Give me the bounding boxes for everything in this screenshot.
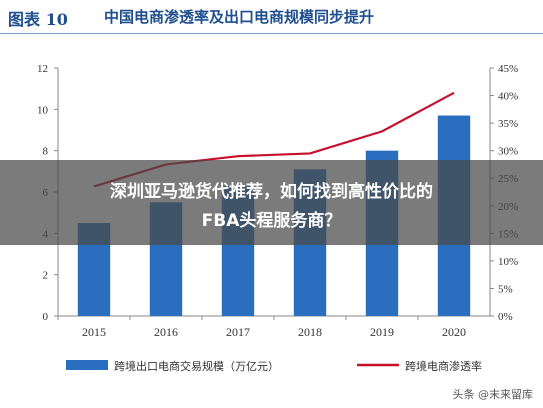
left-tick-label: 0 bbox=[43, 311, 49, 323]
right-tick-label: 10% bbox=[498, 256, 518, 268]
banner-title-line-2: FBA头程服务商？ bbox=[201, 211, 342, 231]
x-tick-label: 2018 bbox=[298, 325, 322, 339]
source-watermark: 头条 @末来留库 bbox=[452, 388, 534, 401]
legend-bar-swatch bbox=[66, 360, 108, 370]
right-tick-label: 0% bbox=[498, 311, 513, 323]
right-tick-label: 35% bbox=[498, 118, 518, 130]
right-tick-label: 5% bbox=[498, 283, 513, 295]
x-tick-label: 2020 bbox=[442, 325, 466, 339]
left-tick-label: 10 bbox=[37, 104, 49, 116]
right-tick-label: 30% bbox=[498, 146, 518, 158]
x-tick-label: 2015 bbox=[82, 325, 106, 339]
x-tick-label: 2017 bbox=[226, 325, 250, 339]
x-tick-label: 2019 bbox=[370, 325, 394, 339]
figure-header: 图表 10 中国电商渗透率及出口电商规模同步提升 bbox=[0, 0, 543, 34]
legend-bar-label: 跨境出口电商交易规模（万亿元） bbox=[114, 359, 279, 373]
header-divider bbox=[0, 33, 543, 34]
article-title-banner[interactable]: 深圳亚马逊货代推荐，如何找到高性价比的 FBA头程服务商？ bbox=[0, 160, 543, 245]
right-tick-label: 40% bbox=[498, 91, 518, 103]
left-tick-label: 2 bbox=[43, 270, 49, 282]
left-tick-label: 12 bbox=[37, 63, 48, 75]
figure-label: 图表 10 bbox=[8, 10, 68, 29]
left-tick-label: 8 bbox=[43, 146, 49, 158]
banner-title-line-1: 深圳亚马逊货代推荐，如何找到高性价比的 bbox=[110, 182, 433, 202]
chart-title: 中国电商渗透率及出口电商规模同步提升 bbox=[104, 8, 375, 26]
right-tick-label: 45% bbox=[498, 63, 518, 75]
legend-line-label: 跨境电商渗透率 bbox=[405, 359, 482, 373]
x-tick-label: 2016 bbox=[154, 325, 178, 339]
